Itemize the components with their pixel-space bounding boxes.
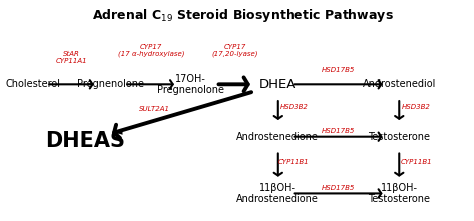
Text: StAR
CYP11A1: StAR CYP11A1 <box>55 51 87 63</box>
Text: DHEA: DHEA <box>259 78 296 91</box>
Text: 11βOH-
Androstenedione: 11βOH- Androstenedione <box>237 183 319 204</box>
Text: SULT2A1: SULT2A1 <box>138 106 170 112</box>
Text: CYP11B1: CYP11B1 <box>401 159 432 165</box>
Text: HSD17B5: HSD17B5 <box>322 185 356 191</box>
Text: Androstenedione: Androstenedione <box>237 132 319 142</box>
Text: HSD3B2: HSD3B2 <box>279 104 308 110</box>
Text: HSD3B2: HSD3B2 <box>402 104 431 110</box>
Text: HSD17B5: HSD17B5 <box>322 128 356 134</box>
Text: CYP17
(17 α-hydroxylase): CYP17 (17 α-hydroxylase) <box>118 44 184 57</box>
Text: HSD17B5: HSD17B5 <box>322 67 356 73</box>
Text: Pregnenolone: Pregnenolone <box>77 79 144 89</box>
Text: Adrenal C$_{19}$ Steroid Biosynthetic Pathways: Adrenal C$_{19}$ Steroid Biosynthetic Pa… <box>92 7 394 24</box>
Text: DHEAS: DHEAS <box>45 131 125 151</box>
Text: Testosterone: Testosterone <box>368 132 430 142</box>
Text: CYP17
(17,20-lyase): CYP17 (17,20-lyase) <box>212 44 258 57</box>
Text: CYP11B1: CYP11B1 <box>278 159 310 165</box>
Text: Cholesterol: Cholesterol <box>5 79 60 89</box>
Text: 11βOH-
Testosterone: 11βOH- Testosterone <box>368 183 430 204</box>
Text: 17OH-
Pregnenolone: 17OH- Pregnenolone <box>157 74 224 95</box>
Text: Androstenediol: Androstenediol <box>363 79 436 89</box>
